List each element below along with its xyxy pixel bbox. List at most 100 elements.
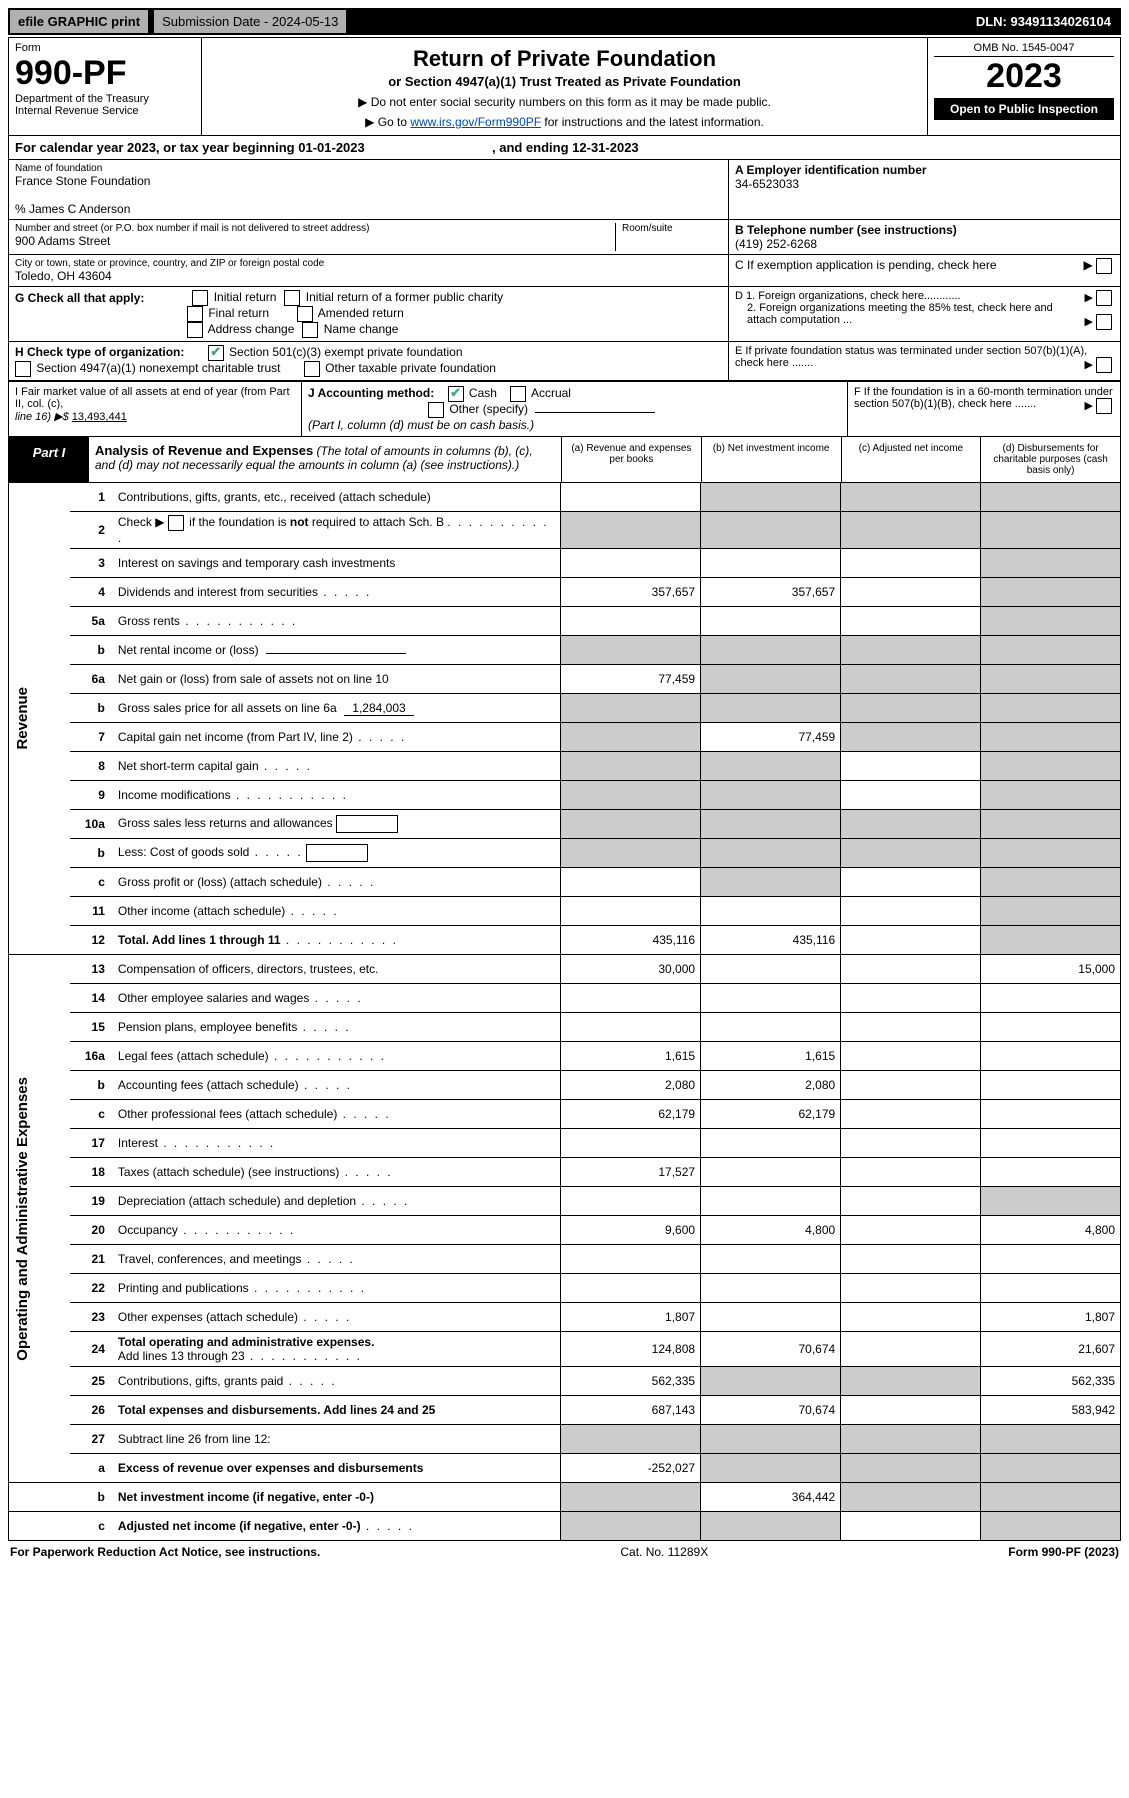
irs-link[interactable]: www.irs.gov/Form990PF [410,115,541,129]
g-opt-2: Final return [208,306,269,320]
col-b-header: (b) Net investment income [701,437,841,482]
phone-cell: B Telephone number (see instructions) (4… [729,220,1120,255]
table-row: 24 Total operating and administrative ex… [9,1332,1121,1367]
open-to-public: Open to Public Inspection [934,98,1114,120]
col-a-header: (a) Revenue and expenses per books [561,437,701,482]
h-cell: H Check type of organization: Section 50… [9,342,729,381]
analysis-table: Revenue 1 Contributions, gifts, grants, … [8,483,1121,1541]
amt-a: 62,179 [560,1100,700,1129]
e-checkbox[interactable] [1096,357,1112,373]
f-checkbox[interactable] [1096,398,1112,414]
g-opt-0: Initial return [214,290,277,304]
amt-d: 562,335 [980,1367,1120,1396]
amt-a: 562,335 [560,1367,700,1396]
ein-label: A Employer identification number [735,163,927,177]
j-other-checkbox[interactable] [428,402,444,418]
amt-b: 4,800 [701,1216,841,1245]
col-c-header: (c) Adjusted net income [841,437,981,482]
amt-d: 15,000 [980,955,1120,984]
h-501c3-checkbox[interactable] [208,345,224,361]
lineno: 10a [70,810,113,839]
table-row: 3 Interest on savings and temporary cash… [9,549,1121,578]
name-label: Name of foundation [15,163,722,174]
c-label: C If exemption application is pending, c… [735,258,997,272]
foundation-name: France Stone Foundation [15,174,722,188]
submission-date-label: Submission Date - 2024-05-13 [154,10,346,33]
j-cash-checkbox[interactable] [448,386,464,402]
lineno: b [70,1483,113,1512]
lineno: 27 [70,1425,113,1454]
lineno: 17 [70,1129,113,1158]
addr-value: 900 Adams Street [15,234,615,248]
table-row: 6a Net gain or (loss) from sale of asset… [9,665,1121,694]
j-note: (Part I, column (d) must be on cash basi… [308,418,534,432]
efile-print-button[interactable]: efile GRAPHIC print [10,10,148,33]
part1-tag: Part I [9,437,89,482]
h-4947-checkbox[interactable] [15,361,31,377]
line-desc: Gross sales less returns and allowances [113,810,561,839]
line-desc: Taxes (attach schedule) (see instruction… [113,1158,561,1187]
amt-a: 357,657 [560,578,700,607]
revenue-side-label: Revenue [9,483,71,955]
table-row: 12 Total. Add lines 1 through 11 435,116… [9,926,1121,955]
d1-checkbox[interactable] [1096,290,1112,306]
amt-d: 1,807 [980,1303,1120,1332]
lineno: 19 [70,1187,113,1216]
lineno: 16a [70,1042,113,1071]
form-id-block: Form 990-PF Department of the Treasury I… [9,38,202,135]
table-row: b Less: Cost of goods sold [9,839,1121,868]
d2-checkbox[interactable] [1096,314,1112,330]
h-other-checkbox[interactable] [304,361,320,377]
footer-left: For Paperwork Reduction Act Notice, see … [10,1545,320,1559]
g-amended-checkbox[interactable] [297,306,313,322]
g-name-checkbox[interactable] [302,322,318,338]
g-initial-checkbox[interactable] [192,290,208,306]
amt-d: 4,800 [980,1216,1120,1245]
table-row: 5a Gross rents [9,607,1121,636]
g-address-checkbox[interactable] [187,322,203,338]
section-i: I Fair market value of all assets at end… [9,382,302,436]
cal-prefix: For calendar year 2023, or tax year begi… [15,140,298,155]
line-desc: Printing and publications [113,1274,561,1303]
lineno: 15 [70,1013,113,1042]
line-desc: Excess of revenue over expenses and disb… [113,1454,561,1483]
table-row: b Accounting fees (attach schedule) 2,08… [9,1071,1121,1100]
g-final-checkbox[interactable] [187,306,203,322]
line-desc: Accounting fees (attach schedule) [113,1071,561,1100]
section-f: F If the foundation is in a 60-month ter… [848,382,1120,436]
line-desc: Contributions, gifts, grants, etc., rece… [113,483,561,512]
g-opt-4: Address change [208,322,295,336]
line-desc: Pension plans, employee benefits [113,1013,561,1042]
line-desc: Gross rents [113,607,561,636]
e-label: E If private foundation status was termi… [735,345,1087,369]
table-row: 15 Pension plans, employee benefits [9,1013,1121,1042]
line-desc: Less: Cost of goods sold [113,839,561,868]
d2-label: 2. Foreign organizations meeting the 85%… [747,302,1053,326]
lineno: 9 [70,781,113,810]
h-label: H Check type of organization: [15,345,184,359]
line-desc: Other expenses (attach schedule) [113,1303,561,1332]
footer-center: Cat. No. 11289X [620,1545,708,1559]
part1-column-headers: (a) Revenue and expenses per books (b) N… [561,437,1120,482]
amt-a: 1,615 [560,1042,700,1071]
j-accrual-checkbox[interactable] [510,386,526,402]
calendar-year-row: For calendar year 2023, or tax year begi… [8,136,1121,160]
part1-desc: Analysis of Revenue and Expenses (The to… [89,437,561,482]
amt-d: 583,942 [980,1396,1120,1425]
g-initial-public-checkbox[interactable] [284,290,300,306]
form-title: Return of Private Foundation [208,46,921,72]
line-desc: Subtract line 26 from line 12: [113,1425,561,1454]
e-cell: E If private foundation status was termi… [729,342,1120,381]
lineno: 18 [70,1158,113,1187]
table-row: 19 Depreciation (attach schedule) and de… [9,1187,1121,1216]
table-row: 27 Subtract line 26 from line 12: [9,1425,1121,1454]
lineno: b [70,1071,113,1100]
line-desc: Depreciation (attach schedule) and deple… [113,1187,561,1216]
phone-value: (419) 252-6268 [735,237,817,251]
amt-b: 357,657 [701,578,841,607]
c-checkbox[interactable] [1096,258,1112,274]
footer: For Paperwork Reduction Act Notice, see … [8,1541,1121,1563]
schb-checkbox[interactable] [168,515,184,531]
part1-title: Analysis of Revenue and Expenses [95,443,313,458]
amt-b: 77,459 [701,723,841,752]
